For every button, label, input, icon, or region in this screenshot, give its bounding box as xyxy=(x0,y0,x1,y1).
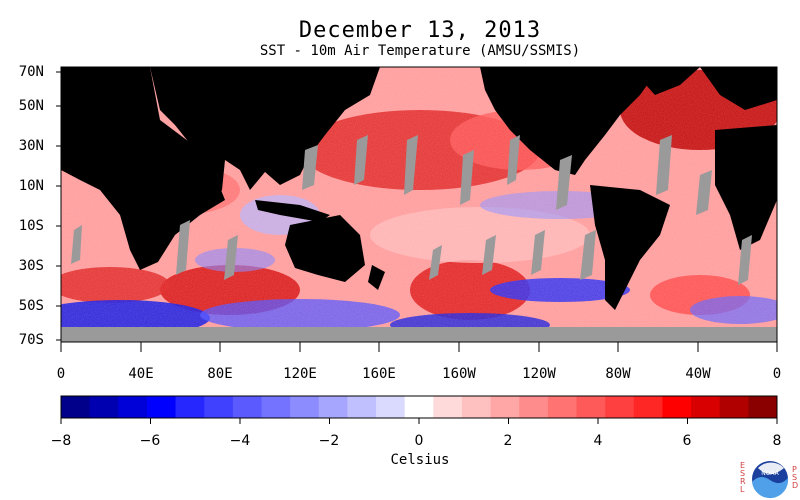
logo-center-text: NOAA xyxy=(761,470,779,477)
lon-label: 80W xyxy=(605,366,631,382)
colorbar-tick-label: 8 xyxy=(772,433,782,449)
colorbar-swatch xyxy=(261,396,291,418)
lon-label: 160W xyxy=(442,366,476,382)
colorbar-tick-label: 4 xyxy=(593,433,603,449)
colorbar-swatch xyxy=(290,396,320,418)
missing-data-swaths xyxy=(61,135,777,342)
colorbar-tick-label: 6 xyxy=(682,433,692,449)
lat-ticks xyxy=(56,71,61,341)
lon-label: 120E xyxy=(283,366,317,382)
colorbar-swatch xyxy=(633,396,663,418)
logo-right-label: PSD xyxy=(792,465,799,490)
colorbar xyxy=(60,395,778,424)
colorbar-swatch xyxy=(719,396,749,418)
map-subtitle: SST - 10m Air Temperature (AMSU/SSMIS) xyxy=(259,43,581,59)
colorbar-tick-label: −6 xyxy=(139,433,161,449)
colorbar-swatch xyxy=(691,396,721,418)
logo-right-text: PSD xyxy=(792,466,798,490)
colorbar-swatch xyxy=(146,396,176,418)
map-frame xyxy=(60,66,778,343)
lon-label: 0 xyxy=(56,366,66,382)
lon-label: 120W xyxy=(522,366,556,382)
colorbar-swatch xyxy=(232,396,262,418)
logo-left-text: ESRL xyxy=(740,462,746,494)
colorbar-tick-label: 2 xyxy=(503,433,513,449)
colorbar-swatch xyxy=(376,396,406,418)
colorbar-swatch xyxy=(175,396,205,418)
colorbar-swatch xyxy=(490,396,520,418)
colorbar-tick-label: −8 xyxy=(50,433,72,449)
lat-label: 70S xyxy=(18,332,44,348)
lat-label: 50S xyxy=(18,298,44,314)
lat-label: 30N xyxy=(18,138,44,154)
colorbar-tick-label: 0 xyxy=(414,433,424,449)
land-masses xyxy=(61,67,777,310)
colorbar-swatch xyxy=(461,396,491,418)
colorbar-swatch xyxy=(662,396,692,418)
logo-left-label: ESRL xyxy=(740,461,746,494)
colorbar-swatch xyxy=(347,396,377,418)
lon-label: 160E xyxy=(362,366,396,382)
lat-label: 70N xyxy=(18,64,44,80)
lon-label: 40E xyxy=(128,366,154,382)
lat-label: 30S xyxy=(18,258,44,274)
colorbar-swatch xyxy=(433,396,463,418)
lat-label: 10S xyxy=(18,218,44,234)
colorbar-swatch xyxy=(605,396,635,418)
lat-label: 50N xyxy=(18,98,44,114)
lon-label: 40W xyxy=(685,366,711,382)
colorbar-title: Celsius xyxy=(390,452,450,468)
colorbar-swatch xyxy=(576,396,606,418)
colorbar-swatch xyxy=(118,396,148,418)
map-title: December 13, 2013 xyxy=(298,18,542,43)
colorbar-swatch xyxy=(61,396,91,418)
colorbar-swatch xyxy=(318,396,348,418)
lon-label: 0 xyxy=(772,366,782,382)
lat-label: 10N xyxy=(18,178,44,194)
noaa-logo-icon: NOAA xyxy=(752,461,789,499)
lon-ticks xyxy=(60,342,778,352)
colorbar-swatch xyxy=(547,396,577,418)
colorbar-swatch xyxy=(89,396,119,418)
colorbar-swatch xyxy=(748,396,778,418)
colorbar-tick-label: −2 xyxy=(318,433,340,449)
colorbar-swatch xyxy=(519,396,549,418)
colorbar-tick-label: −4 xyxy=(229,433,251,449)
lon-label: 80E xyxy=(207,366,233,382)
colorbar-swatch xyxy=(204,396,234,418)
map-plot xyxy=(61,67,777,342)
colorbar-swatch xyxy=(404,396,434,418)
